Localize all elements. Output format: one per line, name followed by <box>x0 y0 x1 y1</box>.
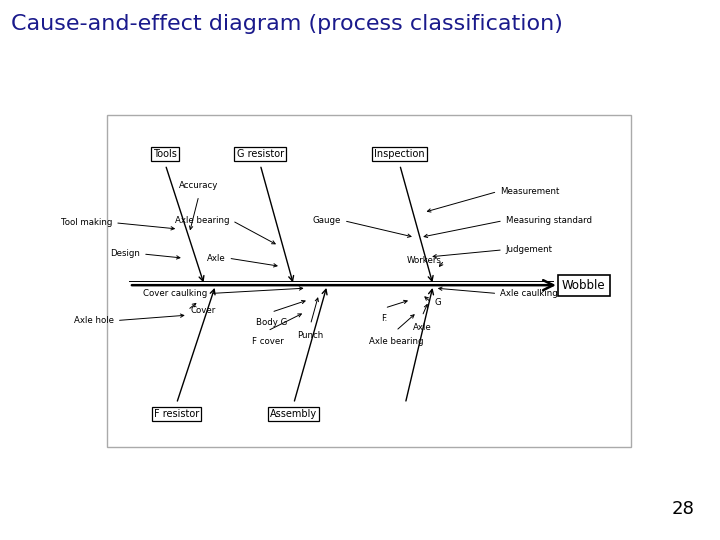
Text: F resistor: F resistor <box>154 409 199 419</box>
Text: Axle: Axle <box>413 322 431 332</box>
Text: Axle bearing: Axle bearing <box>175 216 230 225</box>
Text: Inspection: Inspection <box>374 149 425 159</box>
Text: Cover: Cover <box>190 306 216 315</box>
Text: Gauge: Gauge <box>312 216 341 225</box>
Text: Wobble: Wobble <box>562 279 606 292</box>
Text: Axle caulking: Axle caulking <box>500 289 558 298</box>
Text: Design: Design <box>110 249 140 259</box>
Text: Judgement: Judgement <box>505 245 553 254</box>
Text: Body G: Body G <box>256 319 287 327</box>
Text: 28: 28 <box>672 501 695 518</box>
Bar <box>107 114 631 447</box>
Text: Tools: Tools <box>153 149 177 159</box>
Text: Punch: Punch <box>297 331 323 340</box>
Text: Cover caulking: Cover caulking <box>143 289 207 298</box>
Text: Measuring standard: Measuring standard <box>505 216 592 225</box>
Text: F.: F. <box>382 314 388 323</box>
Text: Assembly: Assembly <box>270 409 318 419</box>
Text: Tool making: Tool making <box>61 218 112 227</box>
Text: G resistor: G resistor <box>237 149 284 159</box>
Text: Accuracy: Accuracy <box>179 180 218 190</box>
Text: Workers: Workers <box>407 256 441 265</box>
Text: Axle hole: Axle hole <box>74 316 114 325</box>
Text: F cover: F cover <box>251 337 283 346</box>
Text: Cause-and-effect diagram (process classification): Cause-and-effect diagram (process classi… <box>11 14 562 33</box>
Text: Axle: Axle <box>207 254 225 262</box>
Text: Axle bearing: Axle bearing <box>369 337 423 346</box>
Text: Measurement: Measurement <box>500 187 559 196</box>
Text: G: G <box>434 298 441 307</box>
